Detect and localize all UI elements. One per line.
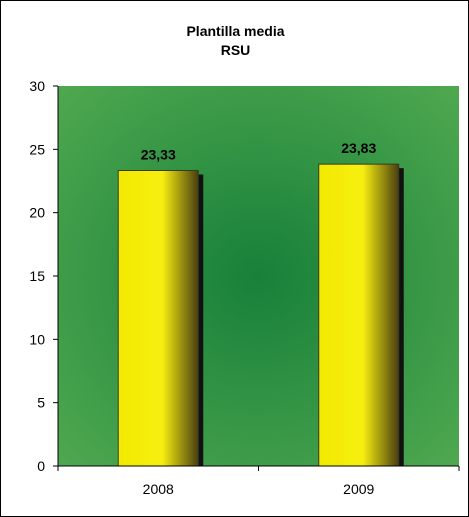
chart-subtitle: RSU [220, 42, 251, 58]
data-label-2009: 23,83 [341, 140, 376, 156]
bar-2009 [318, 163, 400, 467]
y-tick-label-0: 0 [37, 458, 45, 474]
y-tick-label-15: 15 [29, 268, 45, 284]
y-tick-label-5: 5 [37, 395, 45, 411]
y-tick-label-20: 20 [29, 205, 45, 221]
bar-2008 [117, 169, 199, 467]
y-tick-label-25: 25 [29, 141, 45, 157]
data-label-2008: 23,33 [141, 146, 176, 162]
chart-title: Plantilla media [186, 23, 285, 39]
x-tick-label-2009: 2009 [343, 481, 374, 497]
x-tick-label-2008: 2008 [143, 481, 174, 497]
y-tick-label-30: 30 [29, 78, 45, 94]
y-tick-label-10: 10 [29, 331, 45, 347]
